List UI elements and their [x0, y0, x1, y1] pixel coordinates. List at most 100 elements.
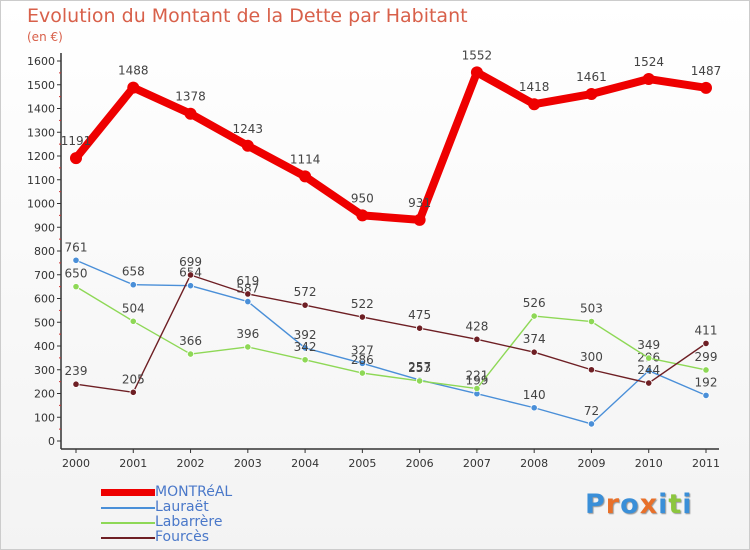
data-point [129, 388, 137, 396]
data-label: 658 [122, 265, 145, 279]
data-point [301, 344, 309, 352]
data-point [416, 377, 424, 385]
x-tick-label: 2003 [234, 457, 262, 470]
data-label: 504 [122, 301, 145, 315]
data-label: 205 [122, 372, 145, 386]
data-label: 1191 [61, 134, 92, 148]
data-point [645, 367, 653, 375]
data-point [702, 391, 710, 399]
data-point [645, 354, 653, 362]
data-point [70, 152, 82, 165]
legend-swatch [101, 536, 155, 539]
data-point [587, 317, 596, 326]
legend-item: MONTRéAL [101, 485, 232, 500]
data-point [72, 380, 80, 388]
x-tick-label: 2004 [291, 457, 319, 470]
data-point [72, 283, 80, 291]
y-tick-label: 1500 [27, 79, 55, 92]
data-label: 1378 [175, 90, 206, 104]
data-label: 1243 [233, 122, 264, 136]
data-label: 299 [695, 350, 718, 364]
legend-item: Fourcès [101, 530, 232, 545]
y-tick-label: 1100 [27, 174, 55, 187]
legend-swatch [101, 489, 155, 496]
data-label: 526 [523, 296, 546, 310]
y-tick-label: 1400 [27, 103, 55, 116]
data-label: 392 [294, 328, 317, 342]
y-tick-label: 800 [34, 245, 55, 258]
data-label: 650 [65, 267, 88, 281]
data-point [127, 81, 140, 94]
data-label: 475 [408, 308, 431, 322]
data-label: 1461 [576, 70, 607, 84]
data-point [299, 170, 312, 183]
data-label: 1524 [633, 55, 664, 69]
data-label: 327 [351, 343, 374, 357]
x-tick-label: 2006 [406, 457, 434, 470]
y-tick-label: 1300 [27, 126, 55, 139]
legend-swatch [101, 521, 155, 524]
data-label: 1114 [290, 152, 321, 166]
legend-label: Lauraët [155, 499, 209, 515]
data-point [587, 420, 596, 428]
y-tick-label: 1200 [27, 150, 55, 163]
data-label: 428 [465, 319, 488, 333]
x-tick-label: 2010 [635, 457, 663, 470]
data-point [129, 281, 137, 289]
brand-letter: P [585, 489, 606, 520]
data-label: 239 [65, 364, 88, 378]
data-point [358, 313, 366, 321]
series-line-Lauraët [75, 259, 707, 425]
data-point [356, 209, 369, 222]
y-tick-label: 1600 [27, 55, 55, 68]
legend-label: Fourcès [155, 529, 210, 545]
y-tick-label: 0 [48, 435, 55, 448]
brand-letter: i [682, 489, 693, 520]
data-point [413, 213, 426, 226]
chart-subtitle: (en €) [27, 30, 63, 44]
data-label: 244 [637, 363, 660, 377]
data-point [301, 356, 309, 364]
y-tick-label: 100 [34, 411, 55, 424]
x-tick-label: 2011 [692, 457, 720, 470]
data-point [186, 350, 195, 358]
data-label: 300 [580, 350, 603, 364]
brand-letter: o [620, 489, 640, 520]
data-label: 522 [351, 297, 374, 311]
data-point [186, 282, 195, 290]
brand-letter: t [668, 489, 683, 520]
data-point [241, 139, 254, 152]
data-label: 1488 [118, 64, 149, 78]
data-label: 1487 [691, 64, 722, 78]
y-tick-label: 700 [34, 269, 55, 282]
brand-logo: Proxiti [585, 489, 693, 520]
data-point [184, 107, 197, 120]
data-label: 761 [65, 240, 88, 254]
y-tick-label: 400 [34, 340, 55, 353]
series-line-MONTRéAL [72, 68, 710, 224]
data-point [528, 98, 541, 111]
x-tick-label: 2000 [62, 457, 90, 470]
data-label: 192 [695, 375, 718, 389]
legend-item: Lauraët [101, 500, 232, 515]
data-point [642, 73, 655, 86]
data-label: 699 [179, 255, 202, 269]
data-label: 503 [580, 302, 603, 316]
x-tick-label: 2002 [177, 457, 205, 470]
data-point [358, 369, 366, 377]
legend-label: MONTRéAL [155, 484, 233, 500]
data-label: 366 [179, 334, 202, 348]
chart-title: Evolution du Montant de la Dette par Hab… [27, 5, 468, 27]
data-label: 411 [695, 323, 718, 337]
data-label: 931 [408, 196, 431, 210]
x-tick-label: 2001 [119, 457, 147, 470]
data-point [473, 384, 481, 393]
data-label: 342 [294, 340, 317, 354]
legend-item: Labarrère [101, 515, 232, 530]
data-point [129, 317, 137, 325]
legend-swatch [101, 506, 155, 509]
data-point [244, 290, 252, 298]
data-point [244, 297, 252, 306]
